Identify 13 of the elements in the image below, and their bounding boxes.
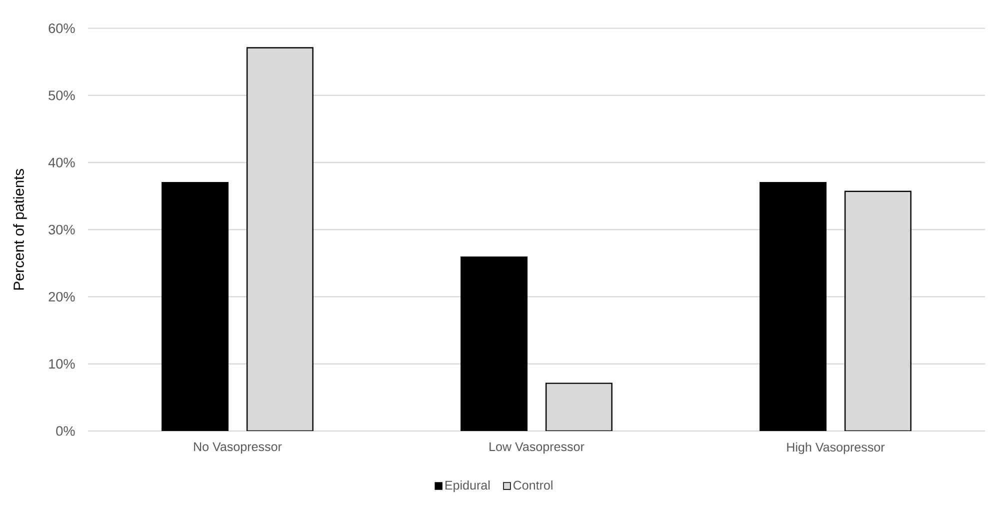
y-tick-label: 50% bbox=[48, 90, 75, 100]
x-tick-label: Low Vasopressor bbox=[490, 442, 584, 454]
y-tick-label: 30% bbox=[48, 224, 75, 234]
x-tick-label: High Vasopressor bbox=[787, 442, 885, 454]
x-tick-label: No Vasopressor bbox=[194, 442, 282, 454]
y-axis-title: Percent of patients bbox=[13, 169, 27, 290]
y-tick-label: 0% bbox=[56, 426, 75, 436]
legend-label: Control bbox=[513, 480, 552, 490]
y-tick-label: 20% bbox=[48, 292, 75, 302]
legend-label: Epidural bbox=[445, 480, 490, 492]
y-tick-label: 10% bbox=[49, 359, 75, 369]
y-tick-label: 60% bbox=[48, 23, 75, 34]
y-tick-label: 40% bbox=[48, 158, 75, 168]
